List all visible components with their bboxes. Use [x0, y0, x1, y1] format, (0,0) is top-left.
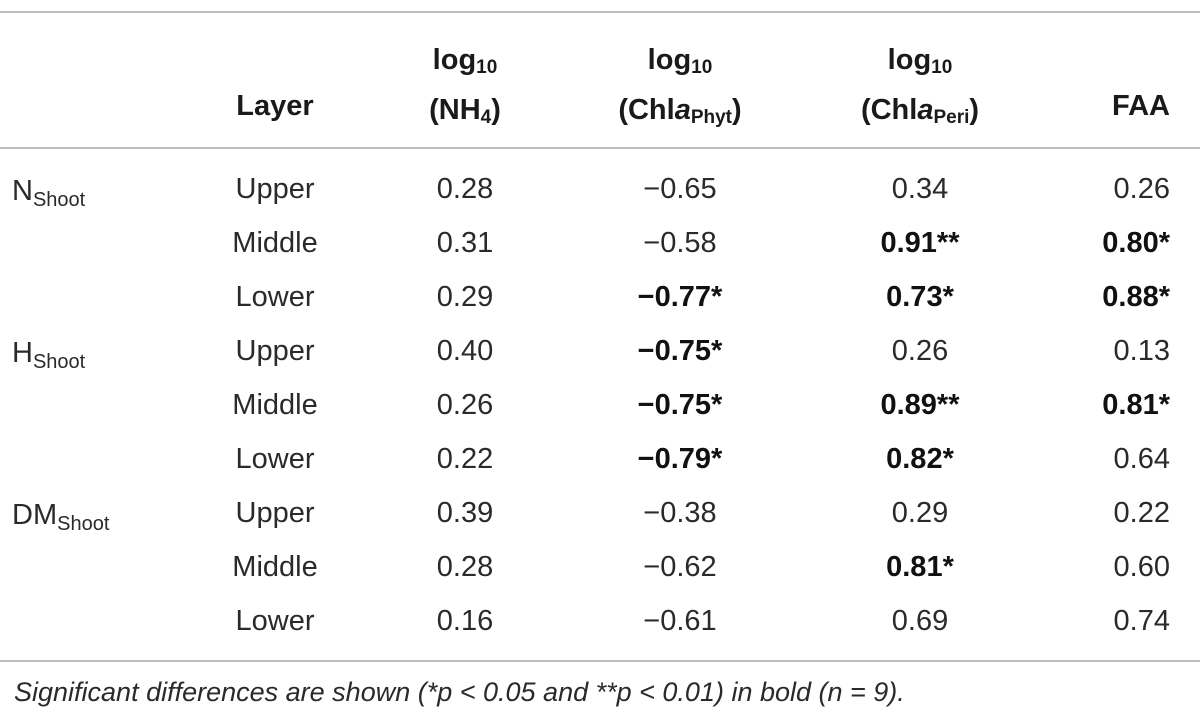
value-cell-peri: 0.73*	[886, 281, 954, 313]
header-layer: Layer	[236, 90, 314, 122]
value-cell-peri: 0.69	[891, 605, 949, 637]
value-cell-faa: 0.60	[1113, 551, 1170, 583]
value-cell-phyt: −0.38	[643, 497, 717, 529]
value-cell-nh4: 0.26	[436, 389, 494, 421]
value-cell-phyt: −0.61	[643, 605, 717, 637]
value-cell-faa: 0.80*	[1102, 227, 1170, 259]
footnote-band	[0, 662, 1200, 723]
value-cell-nh4: 0.29	[436, 281, 494, 313]
value-cell-peri: 0.26	[891, 335, 949, 367]
value-cell-nh4: 0.28	[436, 551, 494, 583]
layer-cell: Lower	[235, 443, 315, 475]
value-cell-nh4: 0.31	[436, 227, 494, 259]
value-cell-faa: 0.22	[1113, 497, 1170, 529]
table-bottom-rule	[0, 660, 1200, 662]
value-cell-peri: 0.89**	[880, 389, 960, 421]
value-cell-phyt: −0.75*	[637, 335, 723, 367]
value-cell-phyt: −0.58	[643, 227, 717, 259]
value-cell-peri: 0.81*	[886, 551, 954, 583]
value-cell-phyt: −0.62	[643, 551, 717, 583]
value-cell-phyt: −0.65	[643, 173, 717, 205]
value-cell-nh4: 0.16	[436, 605, 494, 637]
layer-cell: Upper	[235, 173, 315, 205]
value-cell-nh4: 0.28	[436, 173, 494, 205]
layer-cell: Lower	[235, 281, 315, 313]
layer-cell: Upper	[235, 335, 315, 367]
group-label-h-shoot: HShoot	[12, 337, 86, 373]
value-cell-faa: 0.13	[1113, 335, 1170, 367]
layer-cell: Upper	[235, 497, 315, 529]
value-cell-phyt: −0.75*	[637, 389, 723, 421]
value-cell-faa: 0.26	[1113, 173, 1170, 205]
value-cell-nh4: 0.39	[436, 497, 494, 529]
value-cell-faa: 0.74	[1113, 605, 1170, 637]
value-cell-peri: 0.91**	[880, 227, 960, 259]
value-cell-peri: 0.82*	[886, 443, 954, 475]
value-cell-phyt: −0.79*	[637, 443, 723, 475]
value-cell-nh4: 0.22	[436, 443, 494, 475]
value-cell-phyt: −0.77*	[637, 281, 723, 313]
value-cell-peri: 0.29	[891, 497, 949, 529]
value-cell-faa: 0.88*	[1102, 281, 1170, 313]
value-cell-faa: 0.64	[1113, 443, 1170, 475]
table-footnote: Significant differences are shown (*p < …	[14, 677, 905, 707]
group-label-dm-shoot: DMShoot	[12, 499, 110, 535]
group-label-n-shoot: NShoot	[12, 175, 86, 211]
header-bottom-rule	[0, 147, 1200, 149]
table-top-rule	[0, 11, 1200, 13]
layer-cell: Middle	[232, 227, 318, 259]
value-cell-faa: 0.81*	[1102, 389, 1170, 421]
value-cell-nh4: 0.40	[436, 335, 494, 367]
layer-cell: Lower	[235, 605, 315, 637]
layer-cell: Middle	[232, 551, 318, 583]
layer-cell: Middle	[232, 389, 318, 421]
header-faa: FAA	[1112, 90, 1170, 122]
value-cell-peri: 0.34	[891, 173, 949, 205]
